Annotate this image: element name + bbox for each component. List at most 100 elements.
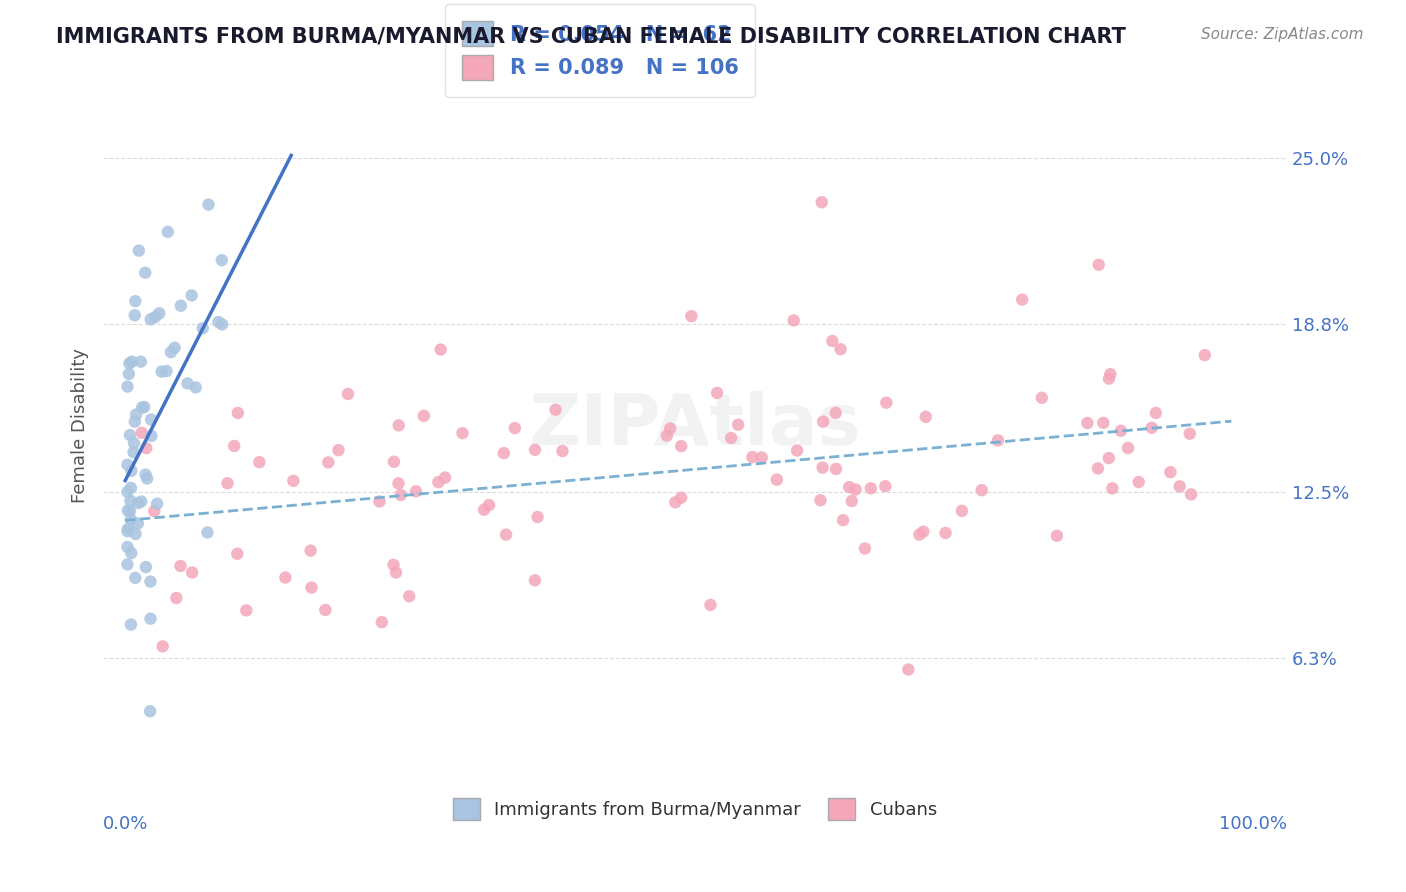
Point — [671, 439, 693, 453]
Point — [783, 313, 806, 327]
Text: 0.0%: 0.0% — [103, 815, 149, 833]
Point — [427, 475, 450, 490]
Point — [987, 434, 1010, 448]
Point — [247, 455, 270, 469]
Point — [382, 558, 405, 572]
Point — [1087, 258, 1109, 272]
Point — [544, 402, 567, 417]
Point — [830, 342, 852, 356]
Point — [125, 408, 148, 422]
Point — [912, 524, 935, 539]
Point — [165, 591, 187, 605]
Point — [117, 379, 139, 393]
Point — [120, 512, 142, 526]
Point — [135, 467, 157, 482]
Point — [314, 603, 336, 617]
Point — [385, 566, 408, 580]
Point — [136, 471, 159, 485]
Point — [274, 570, 297, 584]
Point — [853, 541, 876, 556]
Point — [152, 640, 174, 654]
Point — [197, 525, 219, 540]
Text: ZIPAtlas: ZIPAtlas — [529, 391, 862, 459]
Point — [146, 497, 169, 511]
Point — [118, 504, 141, 518]
Point — [551, 444, 574, 458]
Point — [131, 425, 153, 440]
Point — [810, 493, 832, 508]
Point — [387, 476, 409, 491]
Point — [821, 334, 844, 348]
Point — [841, 494, 863, 508]
Point — [526, 510, 548, 524]
Point — [1098, 451, 1121, 466]
Point — [139, 312, 162, 326]
Point — [211, 318, 233, 332]
Point — [934, 526, 956, 541]
Point — [318, 455, 340, 469]
Point — [143, 504, 166, 518]
Point — [283, 474, 305, 488]
Point — [120, 546, 142, 560]
Point — [139, 412, 162, 426]
Point — [124, 308, 146, 322]
Point — [207, 315, 229, 329]
Point — [845, 483, 868, 497]
Point — [897, 663, 920, 677]
Point — [129, 494, 152, 508]
Point — [1194, 348, 1216, 362]
Point — [191, 321, 214, 335]
Point — [659, 421, 682, 435]
Point — [398, 589, 420, 603]
Point — [875, 479, 897, 493]
Point — [681, 309, 703, 323]
Point — [127, 516, 149, 531]
Point — [1140, 421, 1163, 435]
Point — [434, 470, 457, 484]
Point — [706, 385, 728, 400]
Point — [181, 566, 204, 580]
Text: 100.0%: 100.0% — [1219, 815, 1286, 833]
Point — [389, 488, 412, 502]
Point — [832, 513, 855, 527]
Point — [655, 428, 678, 442]
Point — [124, 294, 146, 309]
Point — [150, 365, 173, 379]
Point — [217, 476, 239, 491]
Point — [135, 441, 157, 455]
Point — [226, 547, 249, 561]
Point — [523, 574, 546, 588]
Point — [1011, 293, 1033, 307]
Point — [838, 480, 860, 494]
Point — [139, 612, 162, 626]
Point — [368, 494, 391, 508]
Point — [503, 421, 526, 435]
Point — [235, 603, 257, 617]
Point — [811, 415, 834, 429]
Point — [197, 197, 219, 211]
Point — [141, 429, 163, 443]
Point — [1144, 406, 1167, 420]
Point — [664, 495, 686, 509]
Point — [118, 356, 141, 370]
Point — [405, 484, 427, 499]
Point — [1159, 465, 1181, 479]
Point — [766, 473, 789, 487]
Point — [143, 310, 166, 324]
Point — [184, 380, 207, 394]
Text: IMMIGRANTS FROM BURMA/MYANMAR VS CUBAN FEMALE DISABILITY CORRELATION CHART: IMMIGRANTS FROM BURMA/MYANMAR VS CUBAN F… — [56, 27, 1126, 46]
Point — [135, 560, 157, 574]
Point — [127, 496, 149, 510]
Point — [727, 417, 749, 432]
Point — [160, 345, 183, 359]
Point — [970, 483, 993, 498]
Point — [495, 527, 517, 541]
Point — [120, 493, 142, 508]
Point — [121, 354, 143, 368]
Point — [120, 464, 142, 478]
Point — [117, 522, 139, 536]
Y-axis label: Female Disability: Female Disability — [72, 348, 89, 503]
Point — [478, 498, 501, 512]
Point — [180, 288, 202, 302]
Point — [669, 491, 692, 505]
